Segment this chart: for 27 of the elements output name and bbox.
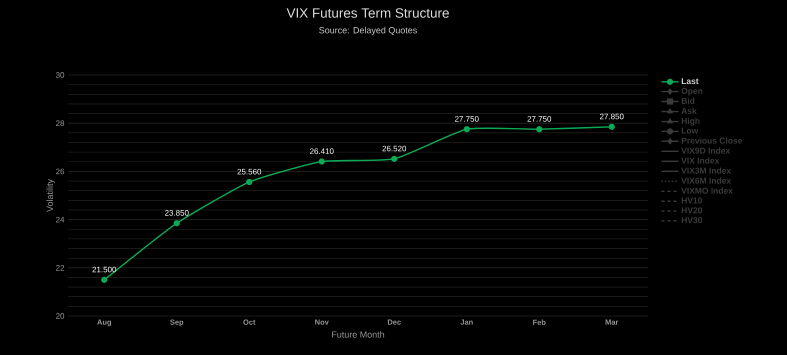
point <box>391 156 398 162</box>
legend-label: Last <box>682 78 699 84</box>
legend-label: Open <box>682 88 702 96</box>
legend-label: VIX9D Index <box>681 147 730 154</box>
chart-title: VIX Futures Term Structure <box>286 8 449 18</box>
y-axis-title: Volatility <box>46 179 55 212</box>
legend-label: VIX Index <box>681 157 720 164</box>
point <box>318 158 325 165</box>
legend-label: HV20 <box>682 207 702 214</box>
point <box>536 126 542 132</box>
point <box>608 124 615 130</box>
legend-label: VIX3M Index <box>681 167 732 174</box>
legend-label: HV30 <box>682 217 702 224</box>
legend-label: Low <box>682 128 698 134</box>
legend-label: HV10 <box>682 198 702 204</box>
point <box>174 220 180 226</box>
legend-label: High <box>682 118 700 126</box>
legend-label: VIXMO Index <box>681 188 733 194</box>
legend-label: Bid <box>682 98 694 104</box>
legend-label: Previous Close <box>682 137 742 144</box>
source-note: Source: Delayed Quotes <box>319 26 417 36</box>
legend-label: Ask <box>681 108 697 114</box>
point <box>101 276 108 283</box>
legend-label: VIX6M Index <box>681 178 732 184</box>
point <box>464 126 470 132</box>
x-axis-title: Future Month <box>332 331 384 338</box>
point <box>246 178 252 186</box>
